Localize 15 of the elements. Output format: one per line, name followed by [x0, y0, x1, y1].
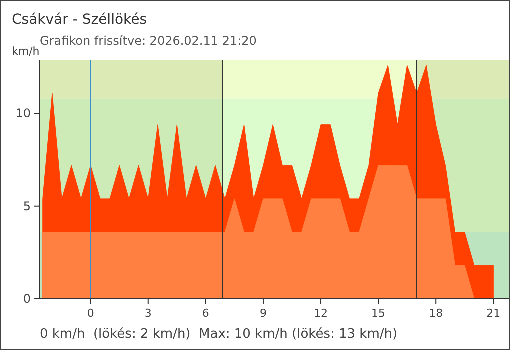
x-tick-label: 6: [202, 307, 210, 320]
x-tick-label: 0: [87, 307, 94, 320]
chart-subtitle: Grafikon frissítve: 2026.02.11 21:20: [40, 34, 257, 48]
y-axis-title: km/h: [12, 45, 40, 58]
x-tick-label: 3: [144, 307, 152, 320]
y-tick-label: 5: [23, 199, 31, 214]
x-tick-label: 9: [260, 307, 267, 320]
y-tick-label: 10: [16, 106, 31, 121]
y-tick-label: 0: [23, 292, 31, 306]
x-tick-label: 21: [486, 307, 501, 320]
x-tick-label: 12: [314, 307, 328, 320]
x-tick-label: 15: [372, 307, 386, 320]
chart-title: Csákvár - Széllökés: [12, 12, 148, 28]
x-tick-label: 18: [429, 307, 444, 320]
text: 0 km/h (lökés: 2 km/h) Max: 10 km/h (lökés: 13 km/h): [40, 327, 398, 342]
